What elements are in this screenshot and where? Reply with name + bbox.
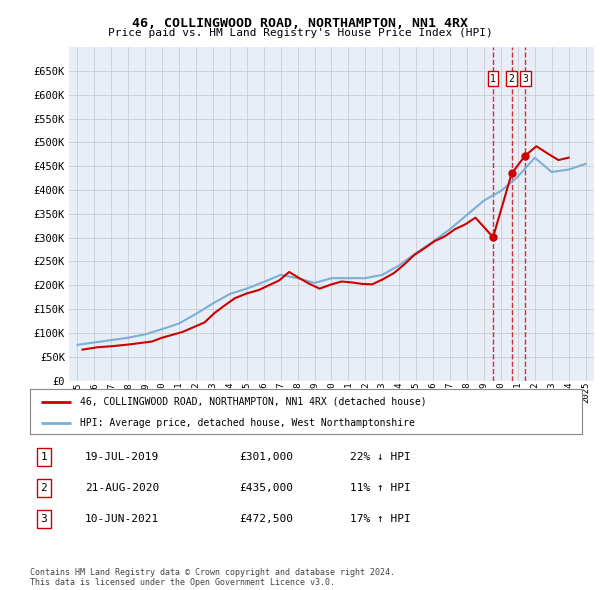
Text: Price paid vs. HM Land Registry's House Price Index (HPI): Price paid vs. HM Land Registry's House … — [107, 28, 493, 38]
Text: 17% ↑ HPI: 17% ↑ HPI — [350, 514, 411, 525]
Text: 1: 1 — [490, 74, 496, 84]
Text: 19-JUL-2019: 19-JUL-2019 — [85, 452, 160, 462]
Text: 22% ↓ HPI: 22% ↓ HPI — [350, 452, 411, 462]
Text: 3: 3 — [523, 74, 528, 84]
Text: 3: 3 — [40, 514, 47, 525]
Text: 46, COLLINGWOOD ROAD, NORTHAMPTON, NN1 4RX: 46, COLLINGWOOD ROAD, NORTHAMPTON, NN1 4… — [132, 17, 468, 30]
Text: 11% ↑ HPI: 11% ↑ HPI — [350, 483, 411, 493]
Text: 21-AUG-2020: 21-AUG-2020 — [85, 483, 160, 493]
Text: HPI: Average price, detached house, West Northamptonshire: HPI: Average price, detached house, West… — [80, 418, 415, 428]
Text: 1: 1 — [40, 452, 47, 462]
Text: 10-JUN-2021: 10-JUN-2021 — [85, 514, 160, 525]
Text: Contains HM Land Registry data © Crown copyright and database right 2024.
This d: Contains HM Land Registry data © Crown c… — [30, 568, 395, 587]
Text: 2: 2 — [40, 483, 47, 493]
Text: 46, COLLINGWOOD ROAD, NORTHAMPTON, NN1 4RX (detached house): 46, COLLINGWOOD ROAD, NORTHAMPTON, NN1 4… — [80, 397, 427, 407]
Text: £472,500: £472,500 — [240, 514, 294, 525]
Text: £435,000: £435,000 — [240, 483, 294, 493]
Text: 2: 2 — [509, 74, 515, 84]
Text: £301,000: £301,000 — [240, 452, 294, 462]
